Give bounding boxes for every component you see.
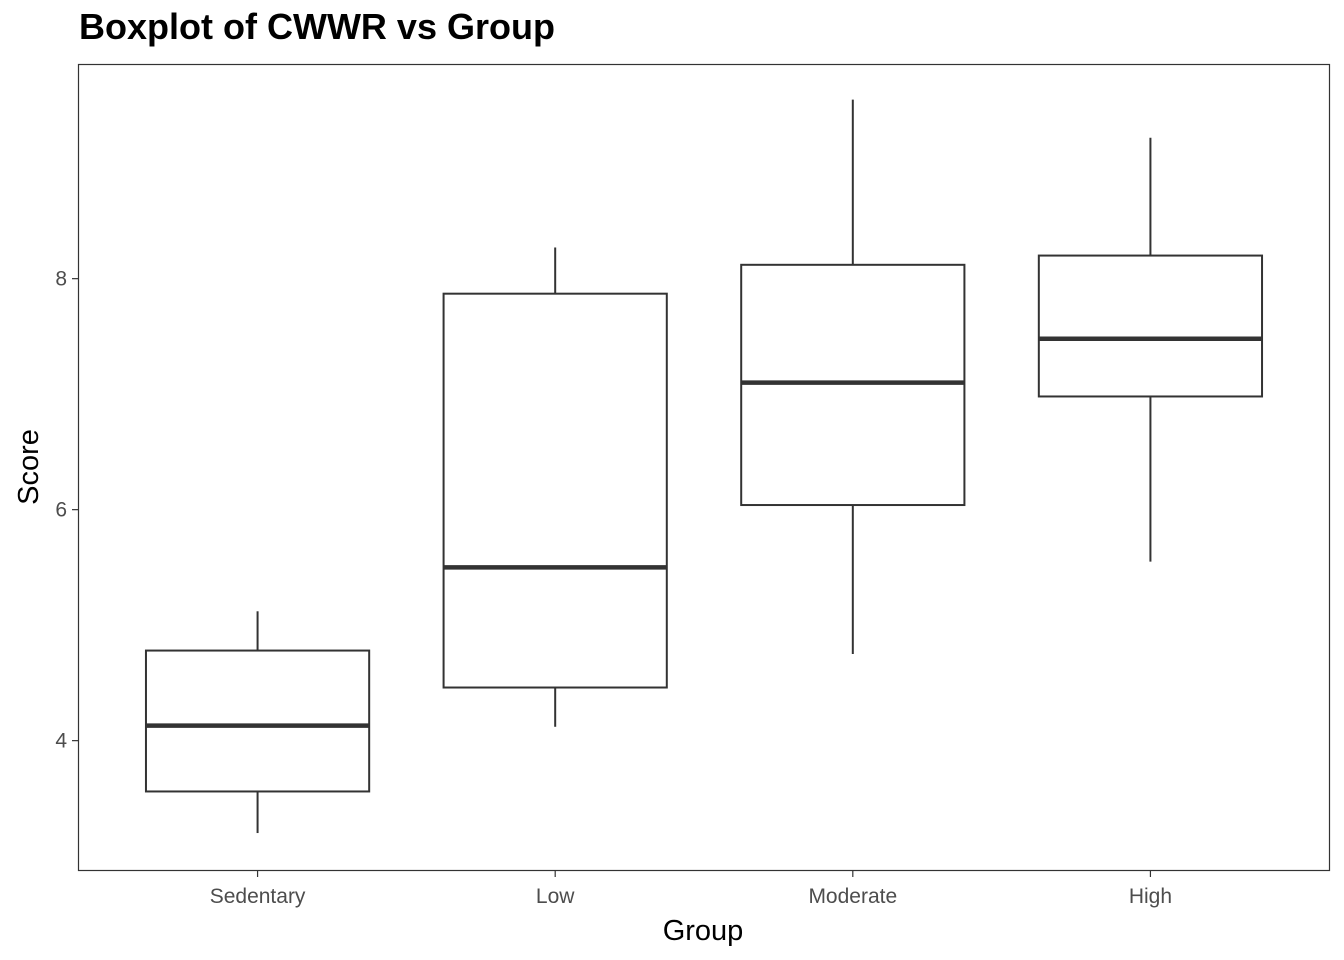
plot-panel-border [77,63,1331,872]
iqr-box [740,263,966,507]
y-tick-label: 4 [55,730,67,753]
y-axis: 4 6 8 [55,268,79,753]
boxplot-series [144,99,1264,834]
y-tick-label: 8 [55,268,67,291]
iqr-box [442,292,668,689]
box-high [1037,137,1264,562]
x-axis-title: Group [663,915,744,947]
y-tick-label: 6 [55,499,67,522]
x-axis: Sedentary Low Moderate High [210,870,1172,908]
iqr-box [1037,254,1264,398]
y-axis-title: Score [13,429,45,505]
iqr-box [144,649,371,793]
box-sedentary [144,611,371,834]
x-tick-label: High [1129,885,1172,908]
box-moderate [740,99,966,655]
x-tick-label: Sedentary [210,885,306,908]
box-low [442,247,668,727]
x-tick-label: Low [536,885,575,908]
chart-title: Boxplot of CWWR vs Group [79,6,555,47]
x-tick-label: Moderate [808,885,897,908]
